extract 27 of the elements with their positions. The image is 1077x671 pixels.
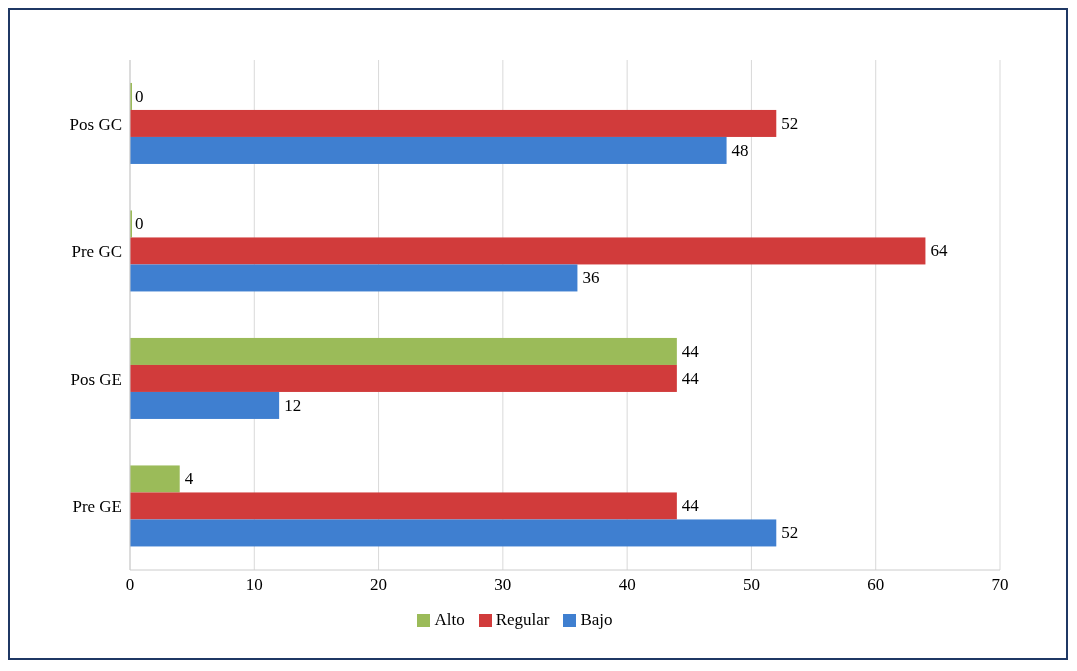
x-tick-label: 0 [125,575,135,595]
x-tick-label: 10 [245,575,263,595]
legend-label: Alto [433,610,465,630]
data-label: 52 [781,113,799,133]
data-label: 4 [184,469,194,489]
y-tick-label: Pos GE [70,369,122,389]
legend-label: Regular [494,610,550,630]
legend-label: Bajo [579,610,613,630]
x-tick-label: 70 [991,575,1009,595]
x-tick-label: 60 [867,575,885,595]
y-tick-label: Pos GC [69,114,122,134]
data-label: 52 [781,523,799,543]
y-tick-label: Pre GE [72,497,122,517]
data-label: 0 [135,86,144,106]
data-label: 12 [284,395,302,415]
y-tick-label: Pre GC [71,242,122,262]
x-tick-label: 40 [618,575,636,595]
data-label: 36 [582,268,600,288]
data-label: 44 [681,341,700,361]
x-tick-label: 30 [494,575,512,595]
data-label: 44 [681,368,700,388]
data-label: 48 [731,140,749,160]
data-label: 44 [681,496,700,516]
data-label: 0 [135,214,144,234]
data-label: 64 [930,241,948,261]
x-tick-label: 50 [742,575,760,595]
x-tick-label: 20 [370,575,388,595]
